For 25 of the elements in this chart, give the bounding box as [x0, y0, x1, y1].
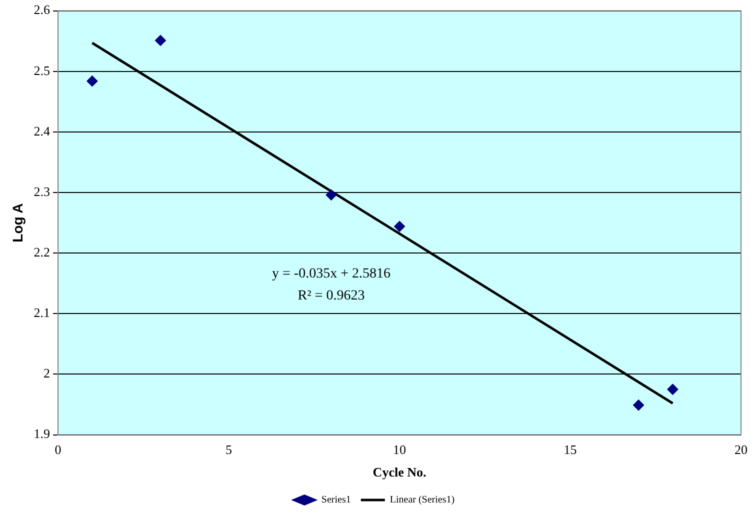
y-tick-label: 2.1 — [34, 305, 50, 320]
x-tick-label: 0 — [54, 442, 62, 458]
y-tick-label: 2.3 — [34, 184, 50, 199]
x-tick-label: 5 — [226, 442, 232, 458]
y-axis-title: Log A — [9, 203, 26, 242]
point — [633, 400, 644, 411]
legend-label: Series1 — [321, 494, 351, 506]
x-tick-label: 15 — [564, 442, 577, 458]
legend-label: Linear (Series1) — [390, 494, 455, 506]
x-axis-title: Cycle No. — [372, 464, 426, 480]
y-tick-label: 1.9 — [34, 426, 50, 442]
point — [154, 34, 166, 46]
annotation: y = -0.035x + 2.5816 — [272, 266, 390, 282]
y-tick-label: 2.5 — [34, 62, 50, 78]
y-tick-label: 2.4 — [34, 123, 51, 138]
annotation: R² = 0.9623 — [298, 288, 365, 304]
point — [326, 189, 337, 200]
y-tick-label: 2.2 — [34, 244, 50, 260]
point — [667, 384, 678, 395]
y-tick-label: 2.6 — [34, 2, 51, 18]
point — [86, 76, 98, 87]
point — [394, 220, 406, 232]
x-tick-label: 10 — [393, 442, 406, 458]
y-tick-label: 2 — [44, 366, 50, 381]
x-tick-label: 20 — [734, 442, 748, 458]
